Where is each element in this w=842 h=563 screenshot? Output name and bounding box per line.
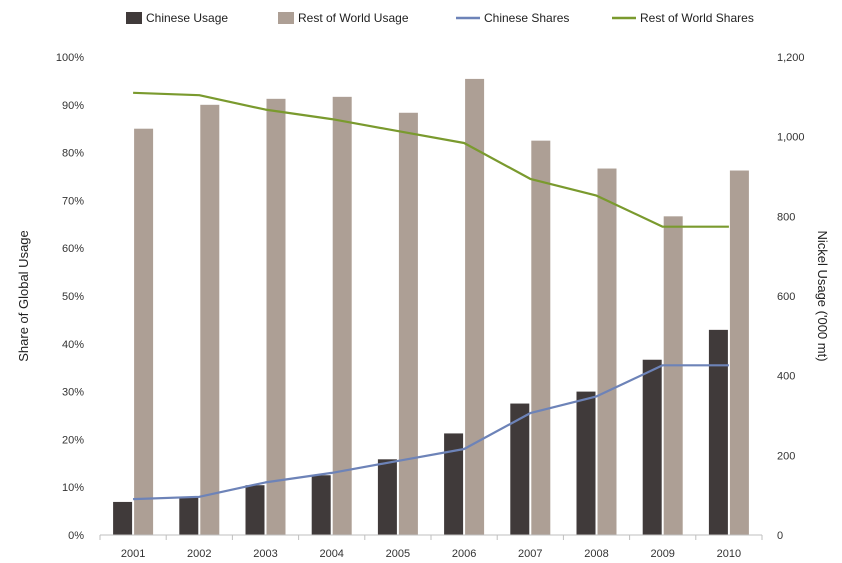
bar-chinese-usage (642, 359, 662, 535)
legend: Chinese Usage Rest of World Usage Chinese … (126, 11, 754, 25)
x-axis-tick-label: 2008 (584, 548, 608, 560)
lines (133, 91, 729, 501)
right-axis-tick-label: 800 (777, 211, 795, 223)
left-axis-tick-label: 80% (62, 148, 84, 160)
bar-chinese-usage (576, 391, 596, 535)
x-axis-tick-label: 2002 (187, 548, 211, 560)
x-axis-tick-label: 2004 (319, 548, 343, 560)
left-axis-tick-label: 50% (62, 291, 84, 303)
bar-rest-of-world-usage (597, 168, 617, 536)
right-axis-title: Nickel Usage ('000 mt) (815, 230, 830, 361)
left-axis-ticks: 0% 10% 20% 30% 40% 50% 60% 70% 80% 90% 100% (56, 52, 84, 542)
left-axis-tick-label: 30% (62, 387, 84, 399)
bar-rest-of-world-usage (398, 112, 418, 536)
left-axis-tick-label: 60% (62, 243, 84, 255)
bar-chinese-usage (708, 329, 728, 535)
bars (113, 78, 749, 536)
bar-rest-of-world-usage (332, 96, 352, 535)
x-axis-tick-label: 2009 (650, 548, 674, 560)
x-axis-tick-label: 2010 (717, 548, 741, 560)
right-axis-tick-label: 1,000 (777, 132, 805, 144)
x-axis-tick-label: 2006 (452, 548, 476, 560)
bar-rest-of-world-usage (134, 128, 154, 535)
bar-rest-of-world-usage (465, 78, 485, 536)
bar-rest-of-world-usage (729, 170, 749, 535)
line-rest-of-world-shares (133, 91, 729, 228)
bar-chinese-usage (245, 485, 265, 535)
x-axis-tick-label: 2005 (386, 548, 410, 560)
legend-label: Rest of World Usage (298, 11, 409, 25)
bar-chinese-usage (179, 497, 199, 535)
x-axis-tick-label: 2001 (121, 548, 145, 560)
x-axis-tick-label: 2003 (253, 548, 277, 560)
legend-swatch (126, 12, 142, 24)
left-axis-tick-label: 40% (62, 339, 84, 351)
bar-rest-of-world-usage (531, 140, 551, 535)
right-axis-tick-label: 600 (777, 291, 795, 303)
line-chinese-shares (133, 364, 729, 501)
right-axis-tick-label: 1,200 (777, 52, 805, 64)
bar-rest-of-world-usage (266, 98, 286, 535)
right-axis-tick-label: 200 (777, 450, 795, 462)
legend-label: Rest of World Shares (640, 11, 754, 25)
bar-chinese-usage (444, 433, 464, 535)
right-axis-ticks: 0 200 400 600 800 1,000 1,200 (777, 52, 805, 542)
left-axis-tick-label: 70% (62, 195, 84, 207)
legend-label: Chinese Shares (484, 11, 569, 25)
legend-swatch (278, 12, 294, 24)
left-axis-tick-label: 10% (62, 482, 84, 494)
right-axis-tick-label: 400 (777, 371, 795, 383)
bar-chinese-usage (113, 501, 133, 535)
left-axis-tick-label: 100% (56, 52, 84, 64)
left-axis-tick-label: 0% (68, 530, 84, 542)
right-axis-tick-label: 0 (777, 530, 783, 542)
left-axis-title: Share of Global Usage (16, 230, 31, 362)
bar-chinese-usage (510, 403, 530, 535)
legend-label: Chinese Usage (146, 11, 228, 25)
bar-rest-of-world-usage (663, 216, 683, 536)
x-axis-tick-label: 2007 (518, 548, 542, 560)
x-axis-ticks: 2001 2002 2003 2004 2005 2006 2007 2008 2009 2010 (99, 535, 763, 560)
bar-rest-of-world-usage (200, 104, 220, 536)
left-axis-tick-label: 20% (62, 434, 84, 446)
left-axis-tick-label: 90% (62, 100, 84, 112)
bar-chinese-usage (311, 475, 331, 535)
bar-chinese-usage (377, 459, 397, 535)
